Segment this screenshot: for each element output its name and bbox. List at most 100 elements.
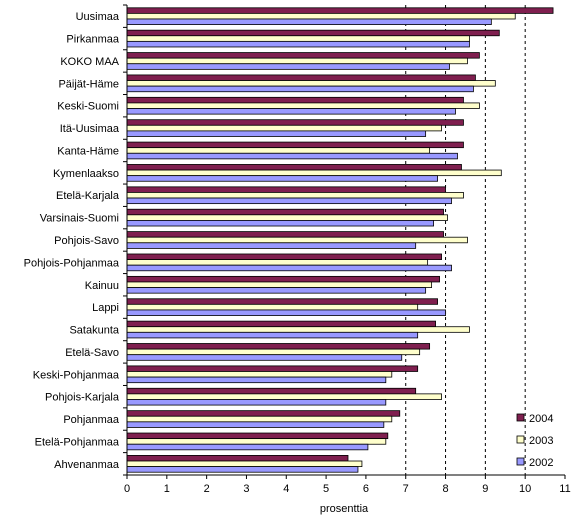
category-label: Pohjois-Pohjanmaa [24, 257, 120, 269]
x-tick-label: 6 [363, 483, 369, 495]
bar-2002-uusimaa [126, 18, 492, 25]
bar-2003-keski-suomi [126, 102, 480, 109]
category-label: Etelä-Savo [65, 347, 119, 359]
bar-2002-kainuu [126, 287, 427, 294]
bar-2002-varsinais-suomi [126, 220, 435, 227]
category-label: Pohjois-Savo [54, 235, 119, 247]
bar-2003-pohjois-pohjanmaa [126, 259, 429, 266]
category-label: Keski-Suomi [57, 101, 119, 113]
x-tick-label: 1 [164, 483, 170, 495]
category-label: Uusimaa [76, 11, 120, 23]
bar-2003-itä-uusimaa [126, 124, 442, 132]
bar-2004-päijät-häme [126, 74, 476, 81]
x-tick-label: 7 [403, 483, 409, 495]
bar-2004-pohjois-savo [126, 231, 444, 238]
bar-2004-kainuu [126, 275, 440, 283]
category-label: Keski-Pohjanmaa [33, 369, 120, 381]
bar-2002-satakunta [126, 331, 419, 339]
bar-2004-pohjois-karjala [126, 387, 417, 395]
bar-2003-kymenlaakso [126, 169, 502, 177]
category-label: Kanta-Häme [57, 145, 119, 157]
bar-2004-etelä-karjala [126, 186, 446, 193]
bar-2002-itä-uusimaa [126, 130, 427, 137]
bar-2004-pohjois-pohjanmaa [126, 253, 442, 260]
legend-swatch-2003 [516, 435, 525, 444]
bar-2004-etelä-savo [126, 343, 431, 350]
category-labels: Uusimaa Pirkanmaa KOKO MAA Päijät-Häme Keski… [24, 11, 120, 471]
bar-2003-keski-pohjanmaa [126, 371, 393, 378]
x-tick-label: 11 [559, 483, 570, 495]
bar-2003-varsinais-suomi [126, 214, 448, 221]
bar-2003-satakunta [126, 326, 470, 333]
x-tick-label: 9 [482, 483, 488, 495]
category-label: KOKO MAA [60, 56, 119, 68]
bar-2003-etelä-karjala [126, 192, 464, 199]
bar-2002-etelä-pohjanmaa [126, 443, 369, 451]
bar-2002-pohjanmaa [126, 421, 385, 428]
bar-2003-pirkanmaa [126, 35, 470, 42]
bar-2003-koko maa [126, 57, 468, 65]
category-label: Kainuu [85, 280, 119, 292]
bar-2002-pohjois-savo [126, 242, 417, 249]
bar-2002-keski-pohjanmaa [126, 376, 387, 384]
category-label: Päijät-Häme [58, 78, 119, 90]
legend-label-2002: 2002 [529, 457, 553, 469]
x-tick-label: 3 [243, 483, 249, 495]
bar-2004-lappi [126, 298, 438, 305]
bar-2004-kanta-häme [126, 141, 464, 149]
legend-label-2003: 2003 [529, 435, 553, 447]
bar-2004-keski-suomi [126, 96, 464, 104]
bar-2004-satakunta [126, 320, 436, 328]
legend-swatch-2004 [516, 413, 525, 422]
bar-2004-kymenlaakso [126, 164, 462, 171]
x-tick-label: 0 [124, 483, 130, 495]
x-tick-label: 8 [442, 483, 448, 495]
bar-2004-uusimaa [126, 7, 554, 14]
category-label: Varsinais-Suomi [40, 213, 119, 225]
category-label: Kymenlaakso [53, 168, 119, 180]
category-label: Ahvenanmaa [54, 459, 120, 471]
legend: 2004 2003 2002 [516, 413, 553, 469]
category-label: Itä-Uusimaa [60, 123, 120, 135]
category-label: Pohjois-Karjala [45, 392, 120, 404]
category-label: Pirkanmaa [66, 34, 119, 46]
bar-2004-ahvenanmaa [126, 455, 349, 462]
category-label: Etelä-Karjala [56, 190, 120, 202]
bar-2003-pohjanmaa [126, 415, 393, 423]
category-label: Lappi [92, 302, 119, 314]
x-tick-labels: 0 1 2 3 4 5 6 7 8 9 10 11 [124, 483, 571, 495]
bar-2002-ahvenanmaa [126, 466, 359, 473]
bar-2003-uusimaa [126, 12, 516, 20]
bar-2003-pohjois-savo [126, 236, 468, 244]
bar-2004-pirkanmaa [126, 29, 500, 37]
bar-2004-etelä-pohjanmaa [126, 432, 389, 440]
bar-2003-kanta-häme [126, 147, 431, 154]
bar-2002-kymenlaakso [126, 175, 438, 182]
category-label: Etelä-Pohjanmaa [35, 436, 120, 448]
bar-2002-pohjois-karjala [126, 399, 387, 406]
bar-2004-keski-pohjanmaa [126, 365, 419, 372]
bar-2002-päijät-häme [126, 85, 474, 93]
bar-2002-koko maa [126, 63, 450, 70]
x-tick-label: 10 [519, 483, 531, 495]
bar-2004-pohjanmaa [126, 410, 401, 417]
bar-2004-varsinais-suomi [126, 208, 444, 216]
x-tick-label: 4 [283, 483, 289, 495]
bar-2002-kanta-häme [126, 152, 458, 160]
bar-2002-pohjois-pohjanmaa [126, 264, 452, 272]
category-label: Satakunta [69, 325, 119, 337]
bar-2004-koko maa [126, 52, 480, 59]
legend-label-2004: 2004 [529, 413, 553, 425]
bar-2003-kainuu [126, 281, 433, 288]
bar-2004-itä-uusimaa [126, 119, 464, 126]
bar-2003-lappi [126, 303, 419, 311]
bar-2002-etelä-karjala [126, 197, 452, 205]
bar-2003-etelä-pohjanmaa [126, 438, 387, 445]
bar-2003-ahvenanmaa [126, 460, 363, 468]
bars [126, 7, 554, 473]
bar-2002-keski-suomi [126, 108, 456, 115]
axes [123, 4, 566, 479]
bar-2002-lappi [126, 309, 446, 316]
bar-2003-etelä-savo [126, 348, 421, 356]
